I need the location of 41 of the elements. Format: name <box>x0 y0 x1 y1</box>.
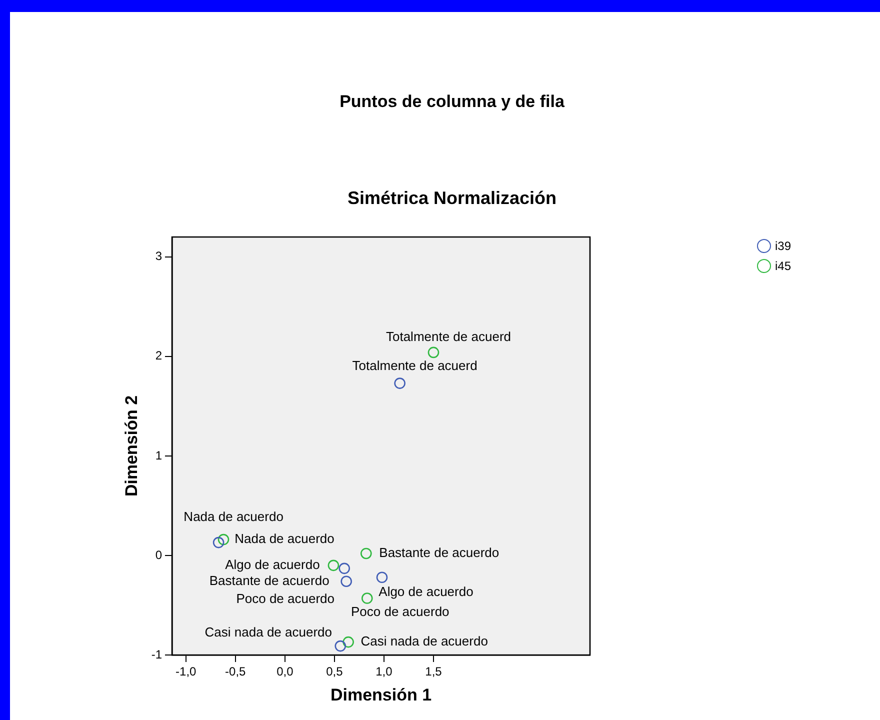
y-tick-label: 2 <box>155 348 162 363</box>
y-tick-label: 0 <box>155 548 162 562</box>
y-axis-title: Dimensión 2 <box>122 395 141 497</box>
x-tick-label: 0,0 <box>276 664 294 679</box>
y-tick-label: 3 <box>155 249 162 264</box>
data-label: Poco de acuerdo <box>350 604 450 619</box>
data-label: Casi nada de acuerdo <box>360 634 488 649</box>
point <box>376 572 388 584</box>
point <box>218 534 230 546</box>
point <box>394 378 406 389</box>
data-label: Casi nada de acuerdo <box>204 624 332 640</box>
data-label: Nada de acuerdo <box>234 531 334 546</box>
data-label: Nada de acuerdo <box>184 509 284 524</box>
point <box>360 548 372 560</box>
chart-title: Puntos de columna y de fila <box>338 92 566 112</box>
chart-subtitle: Simétrica Normalización <box>346 188 558 209</box>
data-label: Bastante de acuerdo <box>379 545 500 560</box>
x-tick-label: 1,0 <box>376 664 393 679</box>
x-tick-label: -0,5 <box>225 664 246 679</box>
y-tick-label: -1 <box>151 647 162 662</box>
x-tick-label: 0,5 <box>326 664 344 679</box>
legend-label: i39 <box>775 239 792 253</box>
x-tick-label: 1,5 <box>425 664 442 679</box>
point <box>338 562 350 574</box>
point <box>342 636 354 648</box>
legend-label: i45 <box>775 259 792 273</box>
data-label: Totalmente de acuerd <box>386 329 512 344</box>
data-label: Algo de acuerdo <box>378 584 474 599</box>
data-label: Algo de acuerdo <box>225 557 320 572</box>
data-label: Totalmente de acuerd <box>352 358 478 373</box>
point <box>428 346 440 358</box>
point <box>328 560 340 572</box>
point <box>361 592 373 604</box>
x-axis-title: Dimensión 1 <box>330 685 432 704</box>
y-tick-label: 1 <box>155 448 162 462</box>
point <box>340 576 352 587</box>
point <box>334 640 346 652</box>
data-label: Poco de acuerdo <box>236 590 334 606</box>
x-tick-label: -1,0 <box>176 664 197 679</box>
point <box>212 536 224 548</box>
data-label: Bastante de acuerdo <box>209 572 330 588</box>
